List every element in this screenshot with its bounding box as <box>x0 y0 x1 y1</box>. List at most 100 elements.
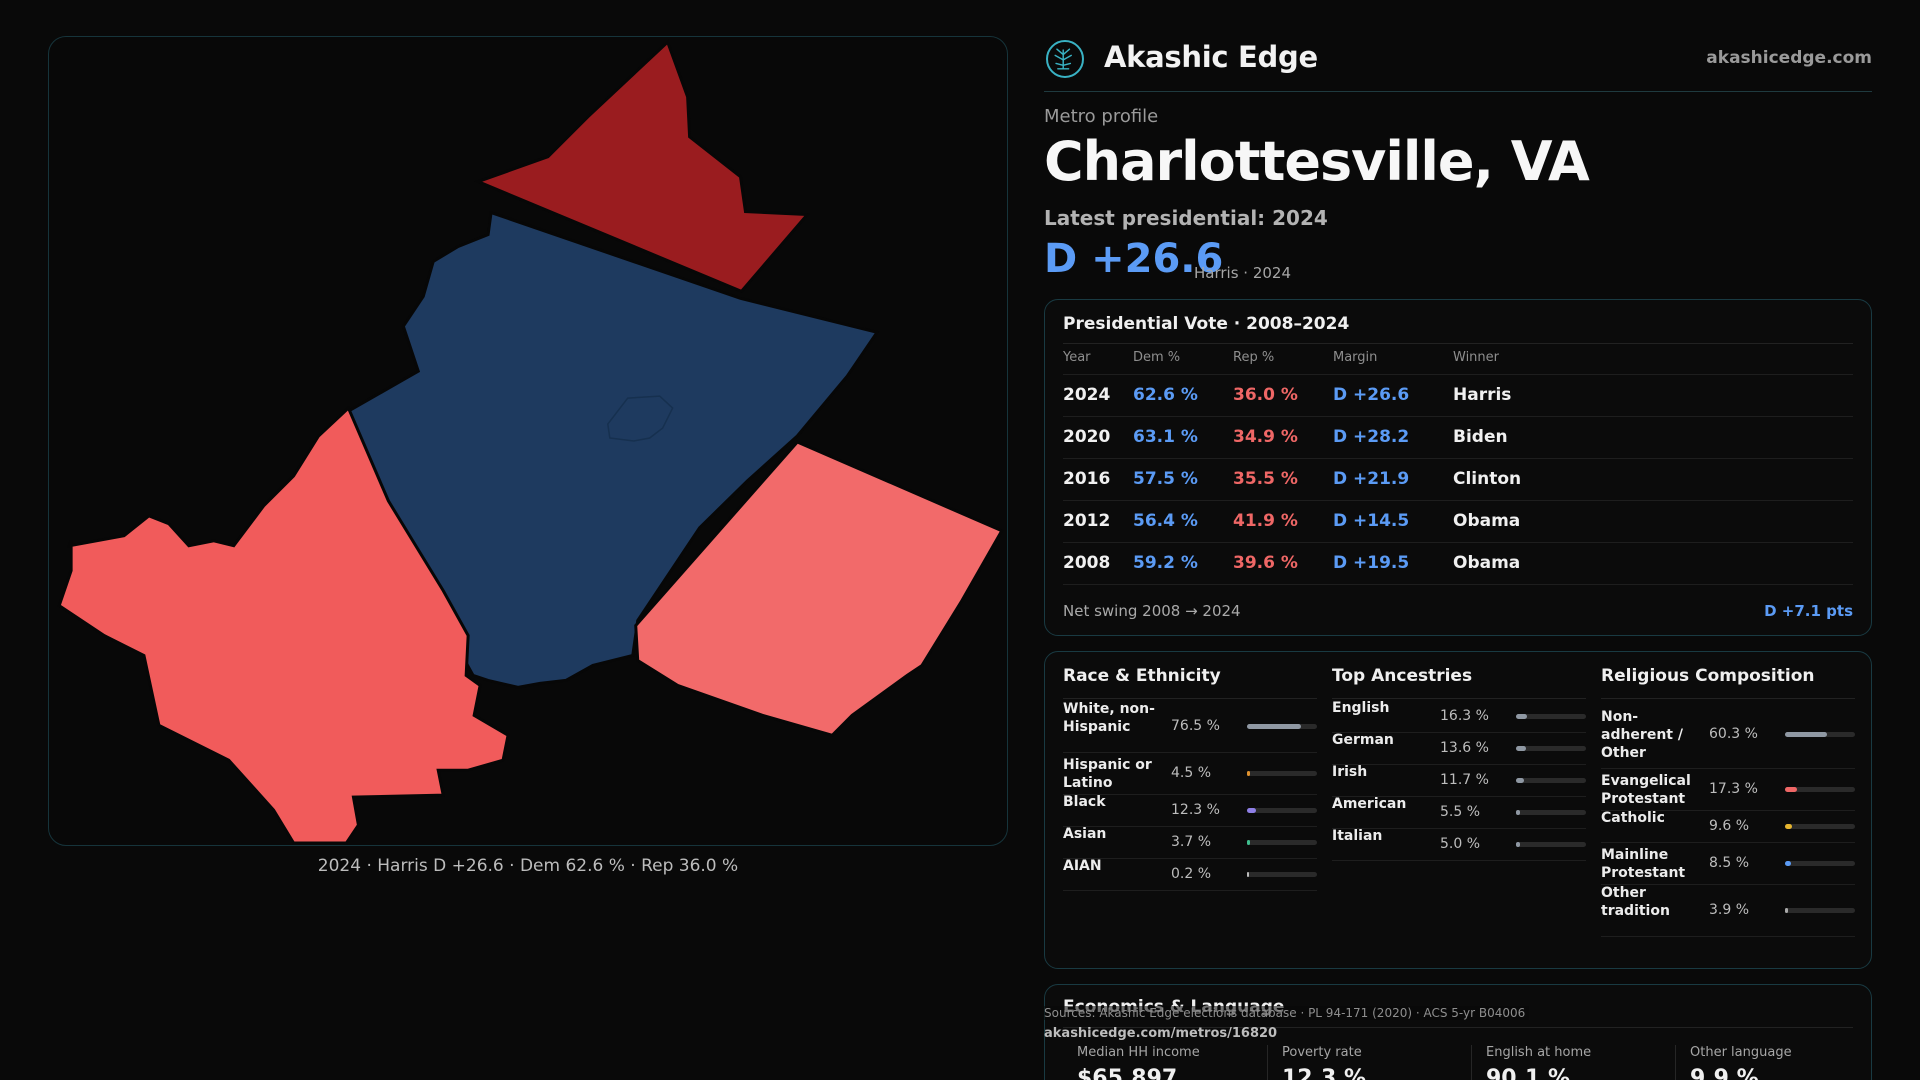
religion-label: Mainline Protestant <box>1601 847 1686 881</box>
econ-stat-value: $65,897 <box>1077 1066 1178 1080</box>
vote-cell-rep: 36.0 % <box>1233 385 1298 405</box>
econ-stat-label: Poverty rate <box>1282 1045 1362 1060</box>
religion-bar-fill <box>1785 732 1828 737</box>
religion-label: Non-adherent / Other <box>1601 709 1683 761</box>
vote-cell-dem: 56.4 % <box>1133 511 1198 531</box>
econ-stat-label: Median HH income <box>1077 1045 1200 1060</box>
religion-bar-track <box>1785 908 1855 913</box>
profile-panel: Akashic Edge akashicedge.com Metro profi… <box>1044 0 1872 1080</box>
ancestry-bar-track <box>1516 714 1586 719</box>
divider <box>1063 1027 1853 1028</box>
race-value: 3.7 % <box>1171 834 1212 850</box>
vote-cell-year: 2016 <box>1063 469 1111 489</box>
religion-value: 60.3 % <box>1709 726 1758 742</box>
race-bar-track <box>1247 808 1317 813</box>
ancestry-value: 5.5 % <box>1440 804 1481 820</box>
race-bar-track <box>1247 840 1317 845</box>
religion-row: Mainline Protestant 8.5 % <box>1601 843 1855 885</box>
page-title: Charlottesville, VA <box>1044 130 1590 193</box>
ancestry-row: American 5.5 % <box>1332 796 1586 829</box>
religion-bar-track <box>1785 824 1855 829</box>
brand-url[interactable]: akashicedge.com <box>1706 48 1872 68</box>
econ-stat-value: 12.3 % <box>1282 1066 1366 1080</box>
vote-cell-rep: 39.6 % <box>1233 553 1298 573</box>
ancestry-row: Irish 11.7 % <box>1332 764 1586 797</box>
religion-bar-fill <box>1785 908 1788 913</box>
vote-row[interactable]: 2008 59.2 % 39.6 % D +19.5 Obama <box>1063 543 1853 585</box>
race-value: 12.3 % <box>1171 802 1220 818</box>
econ-stat: English at home 90.1 % <box>1471 1045 1675 1080</box>
vote-cell-margin: D +14.5 <box>1333 511 1410 531</box>
religion-label: Evangelical Protestant <box>1601 773 1691 807</box>
brand-name[interactable]: Akashic Edge <box>1104 40 1318 74</box>
ancestry-label: Italian <box>1332 828 1383 844</box>
econ-stat-label: Other language <box>1690 1045 1792 1060</box>
ancestry-bar-fill <box>1516 842 1520 847</box>
religion-bar-track <box>1785 787 1855 792</box>
metro-map[interactable] <box>48 36 1008 846</box>
religion-bar-fill <box>1785 861 1791 866</box>
religion-row: Catholic 9.6 % <box>1601 810 1855 843</box>
ancestry-value: 5.0 % <box>1440 836 1481 852</box>
race-row: AIAN 0.2 % <box>1063 858 1317 891</box>
vote-cell-dem: 62.6 % <box>1133 385 1198 405</box>
religion-bar-track <box>1785 732 1855 737</box>
race-row: Hispanic or Latino 4.5 % <box>1063 753 1317 795</box>
econ-stat-label: English at home <box>1486 1045 1592 1060</box>
race-bar-fill <box>1247 724 1301 729</box>
col-margin: Margin <box>1333 350 1378 365</box>
demographics-card: Race & Ethnicity White, non-Hispanic 76.5… <box>1044 651 1872 969</box>
page-eyebrow: Metro profile <box>1044 106 1159 127</box>
religion-bar-fill <box>1785 824 1792 829</box>
vote-cell-rep: 41.9 % <box>1233 511 1298 531</box>
county-southeast[interactable] <box>634 440 1004 737</box>
county-southwest[interactable] <box>57 405 510 845</box>
divider <box>1332 698 1586 699</box>
race-value: 76.5 % <box>1171 718 1220 734</box>
econ-stat: Poverty rate 12.3 % <box>1267 1045 1471 1080</box>
vote-row[interactable]: 2020 63.1 % 34.9 % D +28.2 Biden <box>1063 417 1853 459</box>
race-bar-fill <box>1247 808 1256 813</box>
religion-bar-track <box>1785 861 1855 866</box>
vote-cell-margin: D +21.9 <box>1333 469 1410 489</box>
econ-stat: Other language 9.9 % <box>1675 1045 1879 1080</box>
vote-cell-winner: Obama <box>1453 553 1521 573</box>
vote-row[interactable]: 2012 56.4 % 41.9 % D +14.5 Obama <box>1063 501 1853 543</box>
vote-cell-dem: 63.1 % <box>1133 427 1198 447</box>
vote-cell-margin: D +19.5 <box>1333 553 1410 573</box>
independent-city-outline[interactable] <box>607 395 674 442</box>
vote-cell-year: 2012 <box>1063 511 1111 531</box>
ancestry-bar-track <box>1516 746 1586 751</box>
tree-icon[interactable] <box>1046 40 1084 78</box>
race-row: Asian 3.7 % <box>1063 826 1317 859</box>
ancestry-row: Italian 5.0 % <box>1332 828 1586 861</box>
net-swing-label: Net swing 2008 → 2024 <box>1063 602 1241 620</box>
col-winner: Winner <box>1453 350 1500 365</box>
vote-row[interactable]: 2024 62.6 % 36.0 % D +26.6 Harris <box>1063 375 1853 417</box>
ancestry-bar-track <box>1516 842 1586 847</box>
county-central[interactable] <box>346 210 880 689</box>
county-map-svg[interactable] <box>49 37 1007 845</box>
map-caption: 2024 · Harris D +26.6 · Dem 62.6 % · Rep… <box>317 856 739 876</box>
latest-margin: D +26.6 <box>1044 236 1224 282</box>
vote-cell-winner: Clinton <box>1453 469 1522 489</box>
vote-cell-year: 2020 <box>1063 427 1111 447</box>
religion-title: Religious Composition <box>1601 666 1815 686</box>
county-north[interactable] <box>473 39 811 294</box>
religion-label: Catholic <box>1601 810 1665 826</box>
religion-row: Evangelical Protestant 17.3 % <box>1601 769 1855 811</box>
race-bar-fill <box>1247 840 1250 845</box>
religion-row: Other tradition 3.9 % <box>1601 885 1855 937</box>
ancestry-bar-track <box>1516 778 1586 783</box>
econ-stat-value: 90.1 % <box>1486 1066 1570 1080</box>
page-url[interactable]: akashicedge.com/metros/16820 <box>1044 1026 1278 1041</box>
econ-stat: Median HH income $65,897 <box>1063 1045 1267 1080</box>
vote-cell-winner: Biden <box>1453 427 1508 447</box>
ancestry-bar-fill <box>1516 746 1526 751</box>
race-row: White, non-Hispanic 76.5 % <box>1063 701 1317 753</box>
race-bar-track <box>1247 724 1317 729</box>
col-rep: Rep % <box>1233 350 1275 365</box>
vote-row[interactable]: 2016 57.5 % 35.5 % D +21.9 Clinton <box>1063 459 1853 501</box>
race-label: White, non-Hispanic <box>1063 701 1155 735</box>
econ-stat-value: 9.9 % <box>1690 1066 1759 1080</box>
